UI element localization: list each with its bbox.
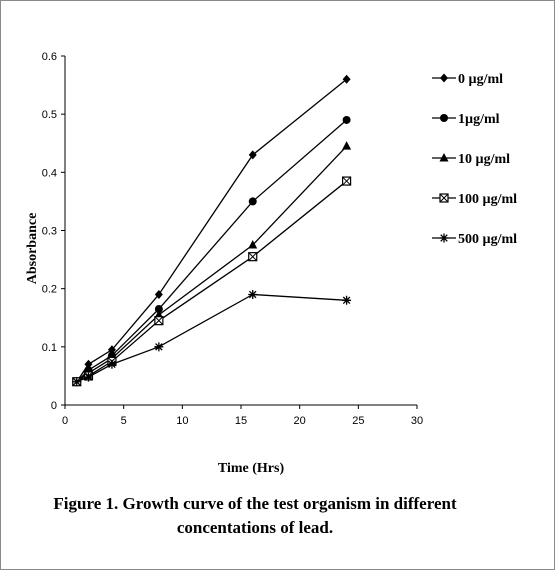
data-point [343, 116, 351, 124]
legend-marker [440, 74, 448, 83]
data-point [84, 373, 93, 382]
legend: 0 µg/ml 1µg/ml 10 µg/ml 100 µg/ml 500 µg/ml [432, 72, 517, 247]
legend-label: 0 µg/ml [458, 72, 503, 87]
series-2 [73, 116, 351, 386]
series-line [77, 120, 347, 382]
data-point [107, 360, 116, 369]
y-axis-title: Absorbance [25, 213, 40, 285]
y-tick-label: 0.4 [42, 167, 57, 179]
x-tick-label: 10 [176, 415, 188, 427]
x-axis-title: Time (Hrs) [218, 461, 285, 476]
data-point [343, 75, 351, 84]
caption-line-2: concentations of lead. [30, 516, 480, 540]
legend-entry-1: 0 µg/ml [432, 72, 503, 87]
caption-line-1: Figure 1. Growth curve of the test organ… [30, 492, 480, 516]
legend-entry-2: 1µg/ml [432, 112, 500, 127]
data-point [342, 296, 351, 305]
legend-marker [440, 153, 449, 162]
data-point [342, 141, 351, 150]
legend-label: 500 µg/ml [458, 232, 517, 247]
legend-label: 1µg/ml [458, 112, 500, 127]
x-tick-label: 15 [235, 415, 247, 427]
legend-marker [440, 114, 448, 122]
legend-marker [440, 234, 449, 243]
legend-label: 10 µg/ml [458, 152, 510, 167]
series-line [77, 294, 347, 381]
data-point [249, 253, 257, 261]
y-tick-label: 0.3 [42, 226, 57, 238]
legend-entry-3: 10 µg/ml [432, 152, 510, 167]
x-tick-label: 30 [411, 415, 423, 427]
legend-entry-4: 100 µg/ml [432, 192, 517, 207]
figure-caption: Figure 1. Growth curve of the test organ… [30, 492, 480, 540]
x-tick-label: 5 [121, 415, 127, 427]
data-point [343, 177, 351, 185]
y-tick-label: 0.6 [42, 51, 57, 63]
data-point [154, 342, 163, 351]
y-tick-label: 0.2 [42, 284, 57, 296]
legend-marker [440, 194, 448, 202]
axes: 0 0.1 0.2 0.3 0.4 0.5 0.6 0 5 10 15 20 25 30 [42, 51, 423, 427]
series-line [77, 146, 347, 382]
y-tick-label: 0.5 [42, 109, 57, 121]
data-point [249, 197, 257, 205]
x-tick-label: 0 [62, 415, 68, 427]
y-tick-label: 0 [51, 400, 57, 412]
legend-label: 100 µg/ml [458, 192, 517, 207]
x-tick-label: 20 [294, 415, 306, 427]
series-line [77, 181, 347, 382]
legend-entry-5: 500 µg/ml [432, 232, 517, 247]
series-line [77, 79, 347, 381]
series-5 [72, 290, 351, 386]
x-tick-label: 25 [352, 415, 364, 427]
data-point [72, 377, 81, 386]
data-point [248, 290, 257, 299]
series-layer [72, 75, 351, 386]
series-1 [73, 75, 351, 386]
data-point [155, 317, 163, 325]
y-tick-label: 0.1 [42, 342, 57, 354]
